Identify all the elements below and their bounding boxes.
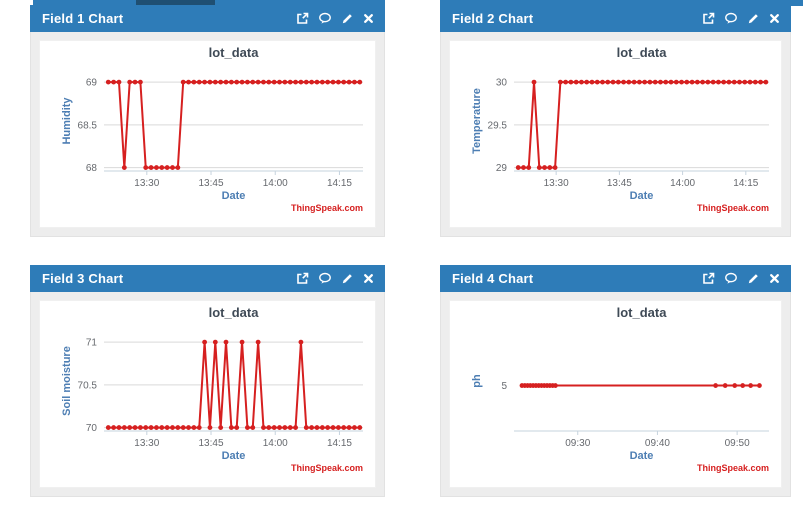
panel-field-1: Field 1 Chart lot_data 68 68.5 69 Humidity 13…	[30, 5, 385, 237]
panel-header: Field 3 Chart	[30, 265, 385, 292]
external-link-icon[interactable]	[702, 272, 715, 285]
chart-card: lot_data 29 29.5 30 Temperature 13:30 13:45 14:…	[449, 40, 782, 228]
svg-text:70: 70	[86, 423, 98, 434]
svg-text:lot_data: lot_data	[209, 45, 260, 60]
svg-text:29: 29	[496, 163, 508, 174]
svg-text:ThingSpeak.com: ThingSpeak.com	[697, 463, 769, 473]
panel-field-4: Field 4 Chart lot_data 5 ph 09:30 09:40 09:50…	[440, 265, 791, 497]
svg-text:13:45: 13:45	[199, 178, 224, 189]
panel-body: lot_data 68 68.5 69 Humidity 13:30 13:45 14:00 1…	[30, 32, 385, 237]
comment-icon[interactable]	[724, 12, 738, 25]
comment-icon[interactable]	[318, 12, 332, 25]
svg-text:71: 71	[86, 338, 98, 349]
panel-header: Field 1 Chart	[30, 5, 385, 32]
svg-text:Date: Date	[222, 450, 246, 462]
svg-text:13:30: 13:30	[134, 438, 159, 449]
svg-text:ThingSpeak.com: ThingSpeak.com	[291, 203, 363, 213]
close-icon[interactable]	[363, 13, 374, 24]
svg-text:29.5: 29.5	[488, 120, 508, 131]
svg-text:68.5: 68.5	[78, 120, 98, 131]
svg-text:14:00: 14:00	[670, 178, 695, 189]
svg-text:14:00: 14:00	[263, 438, 288, 449]
panel-body: lot_data 29 29.5 30 Temperature 13:30 13:45 14:…	[440, 32, 791, 237]
panel-title: Field 3 Chart	[42, 271, 124, 286]
svg-text:ph: ph	[471, 374, 483, 388]
close-icon[interactable]	[769, 273, 780, 284]
svg-text:13:30: 13:30	[134, 178, 159, 189]
external-link-icon[interactable]	[296, 272, 309, 285]
svg-text:09:30: 09:30	[565, 438, 590, 449]
svg-text:ThingSpeak.com: ThingSpeak.com	[291, 463, 363, 473]
svg-text:Date: Date	[630, 450, 654, 462]
top-strip-right	[440, 0, 803, 6]
panel-field-3: Field 3 Chart lot_data 70 70.5 71 Soil moist…	[30, 265, 385, 497]
top-strip-dark-segment	[136, 0, 215, 6]
chart-card: lot_data 5 ph 09:30 09:40 09:50 Date ThingSpeak…	[449, 300, 782, 488]
line-chart: lot_data 5 ph 09:30 09:40 09:50 Date ThingSpeak…	[471, 305, 769, 473]
svg-text:Soil moisture: Soil moisture	[61, 346, 73, 416]
chart-card: lot_data 70 70.5 71 Soil moisture 13:30 13:45 1…	[39, 300, 376, 488]
svg-text:14:15: 14:15	[327, 178, 352, 189]
svg-text:ThingSpeak.com: ThingSpeak.com	[697, 203, 769, 213]
panel-header: Field 2 Chart	[440, 5, 791, 32]
svg-text:14:15: 14:15	[327, 438, 352, 449]
svg-text:13:45: 13:45	[199, 438, 224, 449]
panel-body: lot_data 70 70.5 71 Soil moisture 13:30 13:45 1…	[30, 292, 385, 497]
svg-text:Humidity: Humidity	[61, 97, 73, 145]
close-icon[interactable]	[769, 13, 780, 24]
panel-field-2: Field 2 Chart lot_data 29 29.5 30 Temperatur…	[440, 5, 791, 237]
external-link-icon[interactable]	[702, 12, 715, 25]
svg-text:lot_data: lot_data	[209, 305, 260, 320]
panel-body: lot_data 5 ph 09:30 09:40 09:50 Date ThingSpeak…	[440, 292, 791, 497]
svg-text:09:50: 09:50	[725, 438, 750, 449]
svg-text:68: 68	[86, 163, 98, 174]
svg-text:Date: Date	[222, 190, 246, 202]
svg-text:69: 69	[86, 78, 98, 89]
edit-icon[interactable]	[341, 272, 354, 285]
svg-text:5: 5	[501, 381, 507, 392]
svg-text:13:45: 13:45	[607, 178, 632, 189]
svg-text:14:00: 14:00	[263, 178, 288, 189]
svg-text:30: 30	[496, 78, 508, 89]
svg-text:lot_data: lot_data	[617, 305, 668, 320]
svg-text:70.5: 70.5	[78, 380, 98, 391]
svg-text:13:30: 13:30	[544, 178, 569, 189]
panel-header: Field 4 Chart	[440, 265, 791, 292]
comment-icon[interactable]	[724, 272, 738, 285]
svg-text:Temperature: Temperature	[471, 88, 483, 154]
comment-icon[interactable]	[318, 272, 332, 285]
close-icon[interactable]	[363, 273, 374, 284]
edit-icon[interactable]	[747, 272, 760, 285]
svg-text:14:15: 14:15	[733, 178, 758, 189]
svg-text:Date: Date	[630, 190, 654, 202]
panel-title: Field 1 Chart	[42, 11, 124, 26]
external-link-icon[interactable]	[296, 12, 309, 25]
svg-text:lot_data: lot_data	[617, 45, 668, 60]
line-chart: lot_data 29 29.5 30 Temperature 13:30 13:45 14:…	[471, 45, 769, 213]
chart-card: lot_data 68 68.5 69 Humidity 13:30 13:45 14:00 1…	[39, 40, 376, 228]
line-chart: lot_data 70 70.5 71 Soil moisture 13:30 13:45 1…	[61, 305, 363, 473]
edit-icon[interactable]	[747, 12, 760, 25]
svg-text:09:40: 09:40	[645, 438, 670, 449]
line-chart: lot_data 68 68.5 69 Humidity 13:30 13:45 14:00 1…	[61, 45, 363, 213]
panel-title: Field 4 Chart	[452, 271, 534, 286]
panel-title: Field 2 Chart	[452, 11, 534, 26]
edit-icon[interactable]	[341, 12, 354, 25]
